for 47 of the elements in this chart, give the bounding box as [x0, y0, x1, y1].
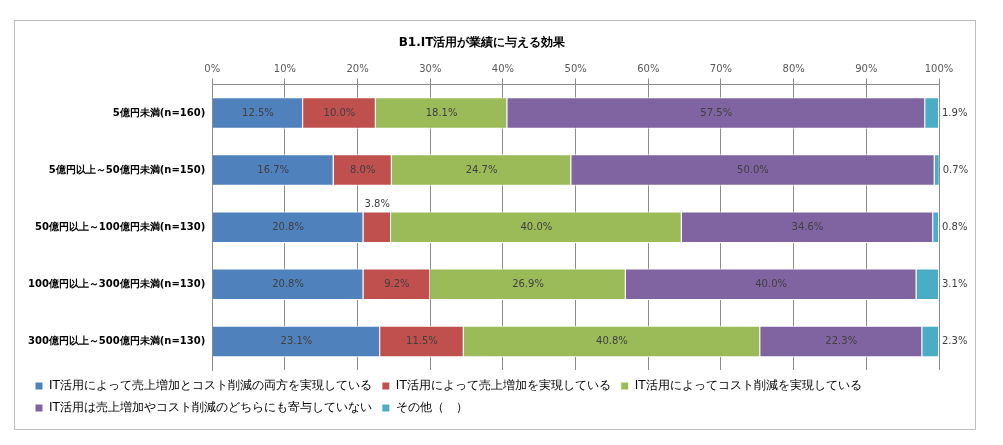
- data-label: 11.5%: [406, 335, 438, 347]
- x-tick-label: 50%: [564, 62, 587, 74]
- data-label: 26.9%: [512, 277, 544, 289]
- data-label: 34.6%: [791, 220, 824, 232]
- x-tick-label: 80%: [782, 62, 805, 74]
- legend-label: その他（ ）: [395, 400, 468, 415]
- data-label: 20.8%: [272, 220, 304, 232]
- x-tick-label: 70%: [709, 62, 733, 74]
- data-label: 40.8%: [596, 335, 628, 347]
- data-label: 20.8%: [272, 277, 304, 289]
- data-label: 0.7%: [942, 163, 969, 175]
- data-label: 40.0%: [755, 277, 788, 289]
- y-tick-label: 100億円以上～300億円未満(n=130): [28, 277, 206, 289]
- data-label: 10.0%: [323, 106, 356, 118]
- y-tick-label: 50億円以上～100億円未満(n=130): [34, 220, 206, 232]
- data-label: 16.7%: [257, 163, 290, 175]
- data-label: 3.8%: [364, 198, 390, 210]
- data-label: 1.9%: [942, 106, 968, 118]
- y-tick-label: 300億円以上～500億円未満(n=130): [28, 335, 206, 347]
- data-label: 3.1%: [942, 277, 968, 289]
- x-tick-label: 60%: [637, 62, 660, 74]
- data-label: 40.0%: [520, 220, 553, 232]
- data-label: 2.3%: [942, 335, 968, 347]
- x-tick-label: 10%: [273, 62, 297, 74]
- chart-title: B1.IT活用が業績に与える効果: [398, 35, 567, 50]
- data-label: 18.1%: [425, 106, 458, 118]
- x-tick-label: 100%: [924, 62, 954, 74]
- data-label: 12.5%: [242, 106, 274, 118]
- x-tick-label: 40%: [491, 62, 515, 74]
- legend-label: IT活用によって売上増加を実現している: [395, 378, 611, 393]
- y-tick-label: 5億円未満(n=160): [112, 106, 206, 118]
- y-tick-label: 5億円以上～50億円未満(n=150): [48, 163, 206, 175]
- legend-label: IT活用によって売上増加とコスト削減の両方を実現している: [49, 378, 372, 393]
- legend-label: IT活用は売上増加やコスト削減のどちらにも寄与していない: [49, 400, 372, 415]
- data-label: 0.8%: [942, 220, 968, 232]
- data-label: 57.5%: [700, 106, 733, 118]
- x-tick-label: 0%: [204, 62, 221, 74]
- x-tick-label: 20%: [346, 62, 369, 74]
- x-tick-label: 90%: [855, 62, 878, 74]
- legend-label: IT活用によってコスト削減を実現している: [634, 378, 862, 393]
- data-label: 8.0%: [349, 163, 376, 175]
- data-label: 50.0%: [737, 163, 769, 175]
- data-label: 22.3%: [825, 335, 858, 347]
- data-label: 24.7%: [465, 163, 498, 175]
- x-tick-label: 30%: [419, 62, 442, 74]
- data-label: 9.2%: [384, 277, 410, 289]
- data-label: 23.1%: [280, 335, 313, 347]
